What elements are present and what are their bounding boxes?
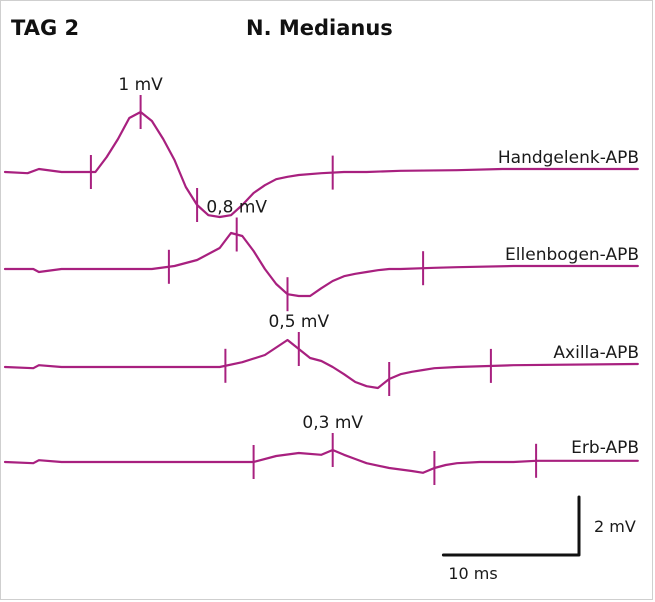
amplitude-label: 0,3 mV [302, 413, 363, 433]
amplitude-label: 0,8 mV [206, 198, 267, 218]
trace-erb-apb [3, 448, 639, 474]
scale-bar-time-label: 10 ms [448, 564, 497, 583]
amplitude-label: 0,5 mV [268, 312, 329, 332]
day-label: TAG 2 [11, 16, 79, 40]
trace-axilla-apb [3, 338, 639, 390]
scale-bar-line [441, 495, 581, 557]
trace-handgelenk-apb [3, 110, 639, 219]
trace-name-label: Ellenbogen-APB [505, 245, 639, 265]
trace-name-label: Handgelenk-APB [498, 148, 639, 168]
traces-layer: 1 mV Handgelenk-APB 0,8 mV Ellenbogen-APB 0,… [3, 75, 639, 485]
scale-bar-voltage-label: 2 mV [594, 517, 636, 536]
chart-title: N. Medianus [246, 16, 393, 40]
trace-name-label: Axilla-APB [553, 343, 639, 363]
trace-name-label: Erb-APB [571, 438, 639, 458]
amplitude-label: 1 mV [118, 75, 163, 95]
scale-bar: 10 ms 2 mV [441, 495, 636, 583]
